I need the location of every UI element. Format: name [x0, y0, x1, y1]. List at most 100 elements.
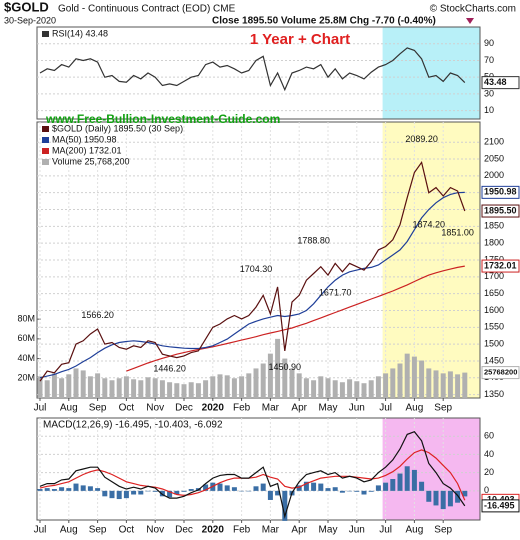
bar: [275, 338, 281, 398]
bar: [462, 372, 468, 398]
bar: [411, 469, 417, 491]
bar: [131, 379, 137, 398]
bar: [217, 483, 223, 491]
value-label: 25768200: [484, 368, 517, 377]
bar: [59, 487, 65, 491]
legend-label: RSI(14) 43.48: [52, 28, 108, 38]
y-tick-label: 1500: [484, 339, 504, 349]
bar: [231, 487, 237, 491]
bar: [167, 490, 173, 498]
bar: [455, 490, 461, 503]
bar: [152, 490, 158, 492]
bar: [282, 358, 288, 398]
y-tick-label: 1750: [484, 254, 504, 264]
bar: [267, 490, 273, 500]
bar: [73, 368, 79, 398]
annotation: 1874.20: [413, 220, 446, 230]
y2-tick-label: 60M: [17, 333, 35, 343]
bar: [167, 382, 173, 398]
source: © StockCharts.com: [430, 4, 516, 15]
bar: [246, 373, 252, 398]
bar: [138, 380, 144, 398]
y-tick-label: 1600: [484, 305, 504, 315]
bar: [455, 374, 461, 398]
bar: [375, 485, 381, 491]
bar: [37, 376, 43, 398]
bar: [267, 353, 273, 398]
bar: [181, 490, 187, 492]
y-tick-label: 20: [484, 467, 494, 477]
x-tick-label: Sep: [89, 403, 107, 414]
legend-swatch: [42, 126, 49, 132]
legend-swatch: [42, 148, 49, 154]
bar: [318, 483, 324, 491]
series-line: [39, 47, 466, 92]
x-tick-label: Feb: [233, 403, 251, 414]
bar: [253, 368, 259, 398]
bar: [332, 487, 338, 491]
annotation: 1671.70: [319, 288, 352, 298]
annotation: 1704.30: [240, 264, 273, 274]
x-tick-label: 2020: [202, 525, 225, 536]
bar: [217, 374, 223, 398]
bar: [311, 380, 317, 398]
x-tick-label: May: [319, 403, 338, 414]
bar: [138, 490, 144, 495]
bar: [51, 373, 57, 398]
annotation: 2089.20: [405, 134, 438, 144]
symbol: $GOLD: [4, 0, 49, 14]
bar: [303, 378, 309, 398]
value-label: 1950.98: [484, 187, 517, 197]
bar: [275, 490, 281, 496]
bar: [419, 481, 425, 491]
bar: [361, 490, 367, 495]
bar: [224, 485, 230, 491]
bar: [174, 383, 180, 398]
bar: [447, 490, 453, 507]
bar: [318, 376, 324, 398]
bar: [282, 490, 288, 521]
y-tick-label: 1700: [484, 271, 504, 281]
bar: [181, 384, 187, 398]
bar: [397, 473, 403, 491]
y-tick-label: 1850: [484, 221, 504, 231]
banner: 1 Year + Chart: [250, 31, 350, 48]
y-tick-label: 30: [484, 88, 494, 98]
x-tick-label: Aug: [406, 403, 424, 414]
bar: [188, 382, 194, 398]
annotation: 1450.90: [269, 362, 302, 372]
y-tick-label: 1350: [484, 389, 504, 399]
bar: [296, 373, 302, 398]
bar: [390, 368, 396, 398]
bar: [426, 490, 432, 502]
x-tick-label: Jul: [379, 403, 392, 414]
bar: [239, 490, 245, 492]
legend-label: Volume 25,768,200: [52, 156, 130, 166]
bar: [231, 378, 237, 398]
bar: [311, 482, 317, 491]
bar: [174, 490, 180, 495]
bar: [51, 489, 57, 491]
y-tick-label: 2000: [484, 170, 504, 180]
bar: [44, 488, 50, 491]
highlight: [382, 27, 480, 119]
series-line: [126, 265, 465, 372]
date: 30-Sep-2020: [4, 15, 56, 25]
bar: [361, 383, 367, 398]
bar: [383, 373, 389, 398]
x-tick-label: Dec: [175, 525, 193, 536]
panel-title: MACD(12,26,9) -16.495, -10.403, -6.092: [43, 420, 223, 431]
bar: [109, 380, 115, 398]
bar: [347, 490, 353, 492]
bar: [325, 488, 331, 491]
x-tick-label: Aug: [60, 525, 78, 536]
x-tick-label: Nov: [146, 525, 164, 536]
highlight: [382, 418, 480, 520]
bar: [80, 370, 86, 398]
annotation: 1446.20: [153, 364, 186, 374]
bar: [289, 368, 295, 398]
bar: [347, 379, 353, 398]
bar: [440, 490, 446, 510]
bar: [325, 378, 331, 398]
